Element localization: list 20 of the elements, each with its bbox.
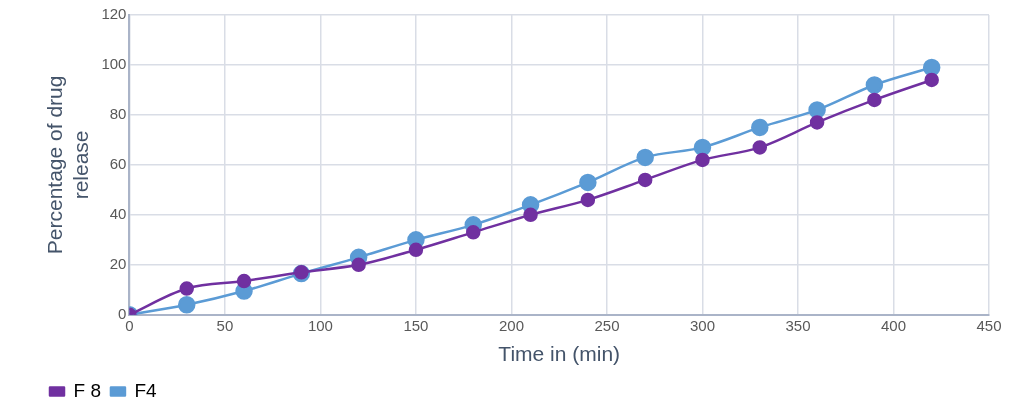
y-axis-title: Percentage of drug release xyxy=(43,75,92,255)
x-axis-title: Time in (min) xyxy=(498,342,621,366)
x-tick-label: 300 xyxy=(689,316,715,334)
y-tick-label: 60 xyxy=(109,155,127,173)
legend-label: F4 xyxy=(134,379,158,401)
x-tick-label: 450 xyxy=(976,316,1002,334)
legend-label: F 8 xyxy=(73,379,101,401)
y-tick-label: 0 xyxy=(118,304,127,322)
x-tick-label: 50 xyxy=(216,316,234,334)
y-tick-label: 40 xyxy=(109,205,127,223)
x-tick-label: 100 xyxy=(307,316,333,334)
y-tick-label: 100 xyxy=(101,55,127,73)
x-tick-label: 250 xyxy=(594,316,620,334)
y-tick-label: 80 xyxy=(109,105,127,123)
x-tick-label: 350 xyxy=(785,316,811,334)
y-tick-label: 20 xyxy=(109,254,127,272)
x-tick-label: 150 xyxy=(403,316,429,334)
x-tick-label: 400 xyxy=(880,316,907,334)
y-tick-label: 120 xyxy=(101,5,127,23)
x-tick-label: 200 xyxy=(498,316,524,334)
